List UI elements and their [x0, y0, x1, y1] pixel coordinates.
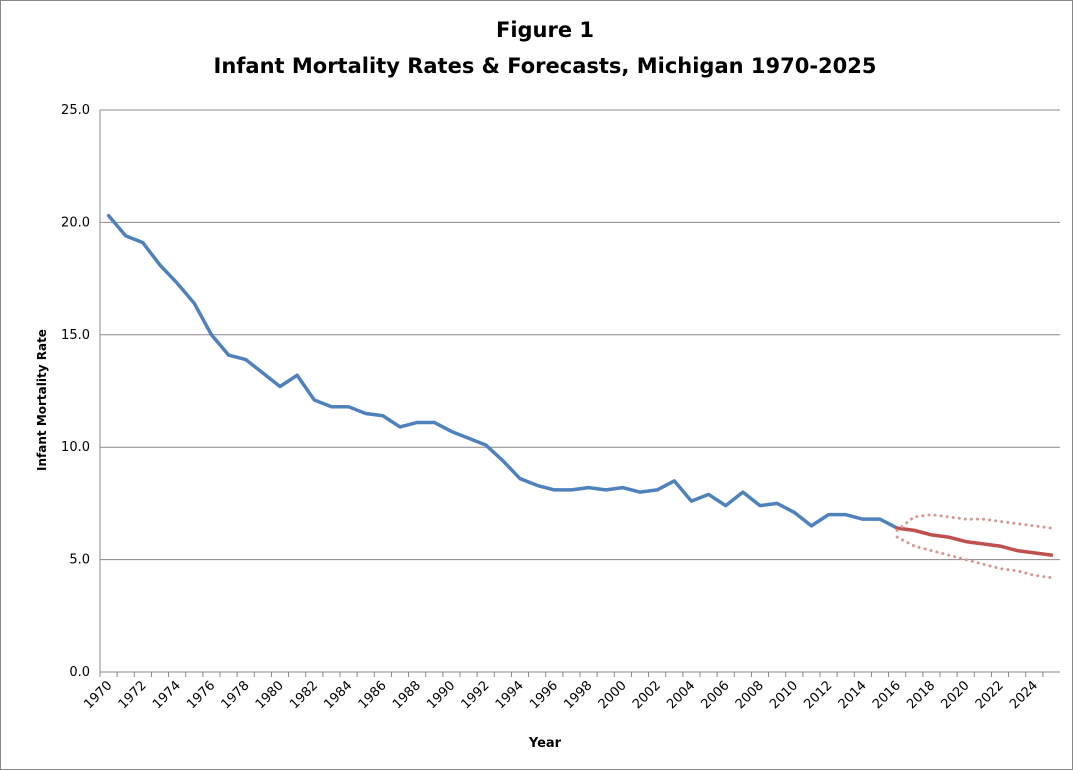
y-tick-label: 20.0 [61, 215, 90, 230]
chart-subtitle: Infant Mortality Rates & Forecasts, Mich… [214, 54, 877, 78]
series-line [895, 535, 1053, 580]
series-line [106, 213, 899, 530]
chart-title: Figure 1 [496, 18, 594, 42]
series-line [895, 526, 1054, 557]
y-tick-label: 25.0 [61, 103, 90, 118]
y-tick-label: 15.0 [61, 328, 90, 343]
y-tick-label: 10.0 [61, 440, 90, 455]
y-tick-label: 5.0 [69, 553, 90, 568]
y-axis-label: Infant Mortality Rate [35, 329, 49, 471]
y-tick-label: 0.0 [69, 665, 90, 680]
series-line [895, 513, 1053, 532]
x-axis-label: Year [528, 736, 562, 751]
